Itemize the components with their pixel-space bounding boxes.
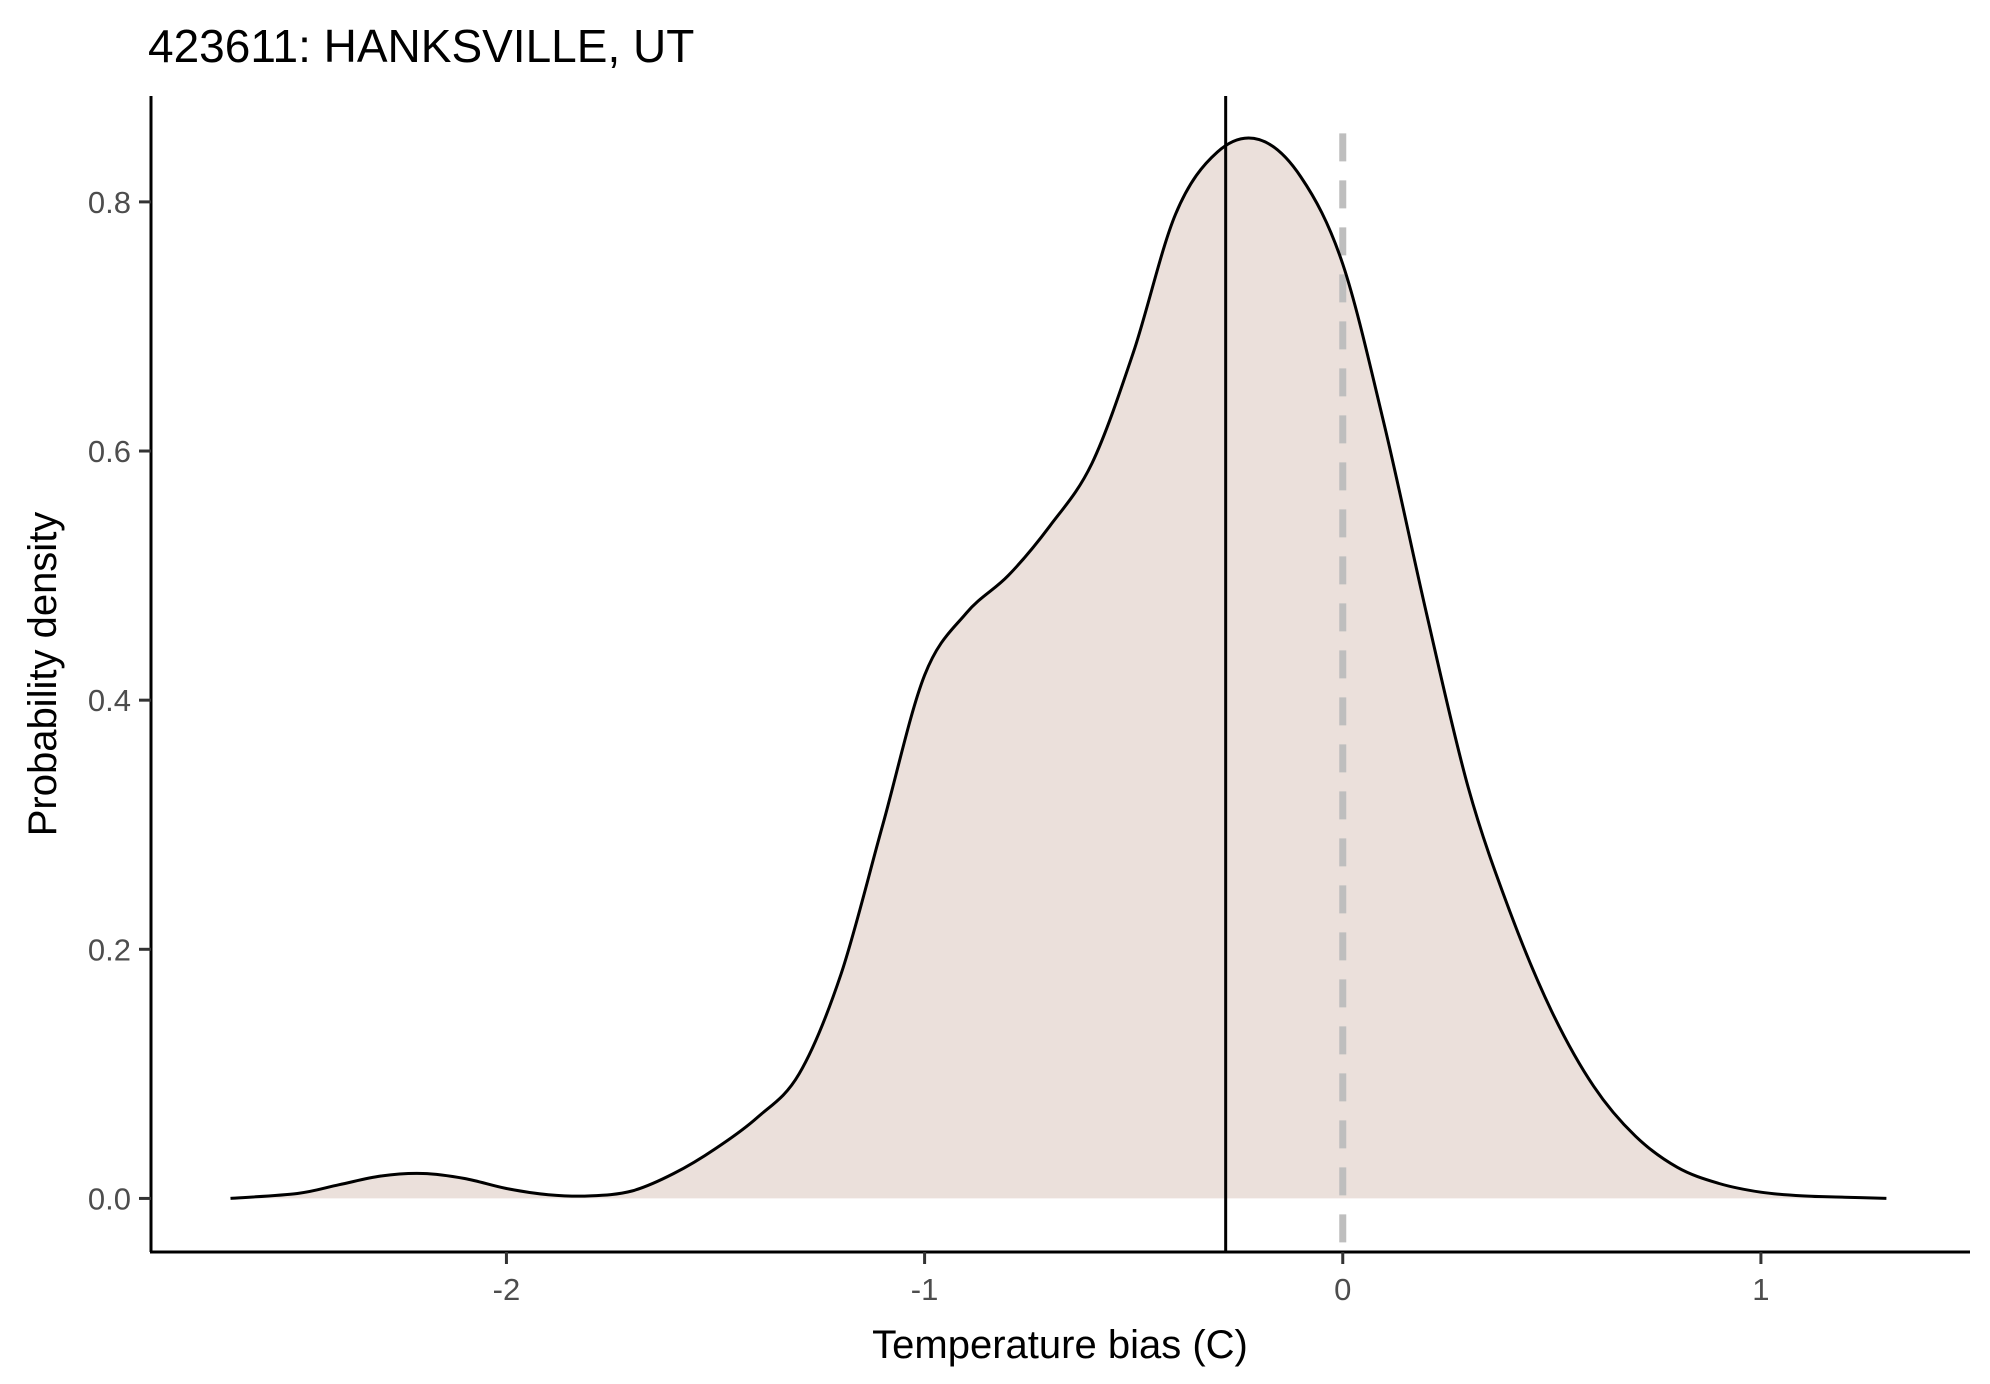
chart-title: 423611: HANKSVILLE, UT — [148, 20, 694, 72]
density-curve — [230, 136, 1887, 1200]
y-tick-label: 0.8 — [88, 185, 131, 220]
y-axis-ticks: 0.0 0.2 0.4 0.6 0.8 — [88, 185, 151, 1216]
density-fill — [230, 138, 1887, 1199]
x-axis-ticks: -2 -1 0 1 — [493, 1252, 1770, 1307]
plot-area — [230, 96, 1887, 1252]
y-tick-label: 0.4 — [88, 683, 131, 718]
axes: -2 -1 0 1 0.0 0.2 0.4 0.6 0.8 — [88, 96, 1970, 1307]
y-tick-label: 0.2 — [88, 932, 131, 967]
y-tick-label: 0.0 — [88, 1181, 131, 1216]
y-axis-label: Probability density — [21, 512, 65, 837]
y-tick-label: 0.6 — [88, 434, 131, 469]
x-axis-label: Temperature bias (C) — [872, 1323, 1248, 1367]
x-tick-label: 1 — [1752, 1272, 1769, 1307]
x-tick-label: -1 — [911, 1272, 939, 1307]
x-tick-label: -2 — [493, 1272, 521, 1307]
x-tick-label: 0 — [1334, 1272, 1351, 1307]
